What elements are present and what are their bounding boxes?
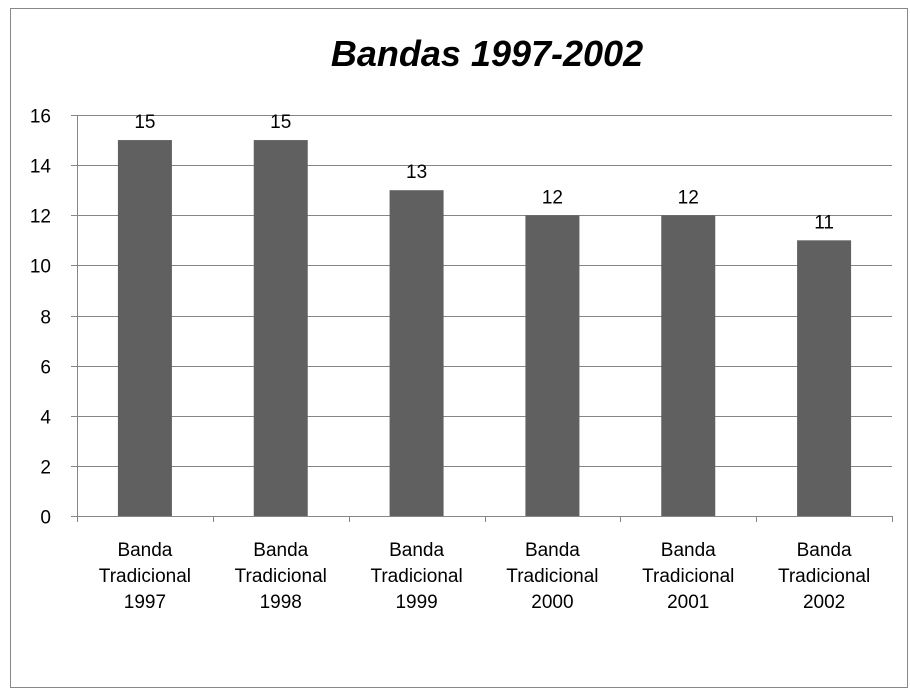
y-tick-label: 4 (40, 408, 51, 429)
y-tick-label: 8 (40, 308, 51, 329)
y-tick-label: 16 (30, 107, 51, 128)
x-category-label-line: Tradicional (235, 566, 327, 587)
bar (117, 140, 172, 516)
x-category-label-line: 2001 (667, 592, 709, 613)
x-category-label-line: 1997 (124, 592, 166, 613)
data-label: 11 (814, 212, 834, 233)
data-label: 13 (406, 162, 427, 183)
bar (253, 140, 308, 516)
y-tick-label: 0 (40, 508, 51, 529)
x-category-label-line: Banda (253, 540, 308, 561)
y-tick-label: 12 (30, 207, 51, 228)
x-category-label: Banda Tradicional 1999 (370, 540, 462, 613)
x-category-label-line: Banda (525, 540, 580, 561)
x-category-label-line: Tradicional (778, 566, 870, 587)
x-category-label: Banda Tradicional 1998 (235, 540, 327, 613)
y-tick-label: 10 (30, 257, 51, 278)
bar (525, 215, 580, 516)
x-category-label-line: Banda (117, 540, 172, 561)
x-category-label: Banda Tradicional 2002 (778, 540, 870, 613)
axes (71, 115, 893, 522)
y-tick-label: 6 (40, 358, 51, 379)
x-category-label-line: 2002 (803, 592, 845, 613)
y-tick-label: 14 (30, 157, 52, 178)
data-label: 12 (678, 187, 699, 208)
gridlines (77, 115, 892, 467)
x-category-label-line: 2000 (531, 592, 573, 613)
bar (661, 215, 716, 516)
x-category-label-line: Tradicional (99, 566, 191, 587)
bar (389, 190, 444, 516)
labels: 0 2 4 6 8 10 12 14 16 15 Banda Tradicional 1997 15 Ban… (30, 107, 870, 614)
x-category-label-line: Banda (389, 540, 444, 561)
x-category-label-line: Banda (797, 540, 852, 561)
x-category-label: Banda Tradicional 2001 (642, 540, 734, 613)
x-category-label: Banda Tradicional 2000 (506, 540, 598, 613)
data-label: 15 (134, 112, 155, 133)
x-category-label: Banda Tradicional 1997 (99, 540, 191, 613)
chart-title: Bandas 1997-2002 (331, 33, 643, 74)
x-category-label-line: Tradicional (642, 566, 734, 587)
x-category-label-line: Tradicional (506, 566, 598, 587)
x-category-label-line: Banda (661, 540, 716, 561)
x-category-label-line: 1999 (395, 592, 437, 613)
x-category-label-line: 1998 (260, 592, 302, 613)
data-label: 15 (270, 112, 291, 133)
x-category-label-line: Tradicional (370, 566, 462, 587)
bars (117, 140, 852, 516)
bar (797, 240, 852, 516)
data-label: 12 (542, 187, 563, 208)
y-tick-label: 2 (40, 458, 51, 479)
